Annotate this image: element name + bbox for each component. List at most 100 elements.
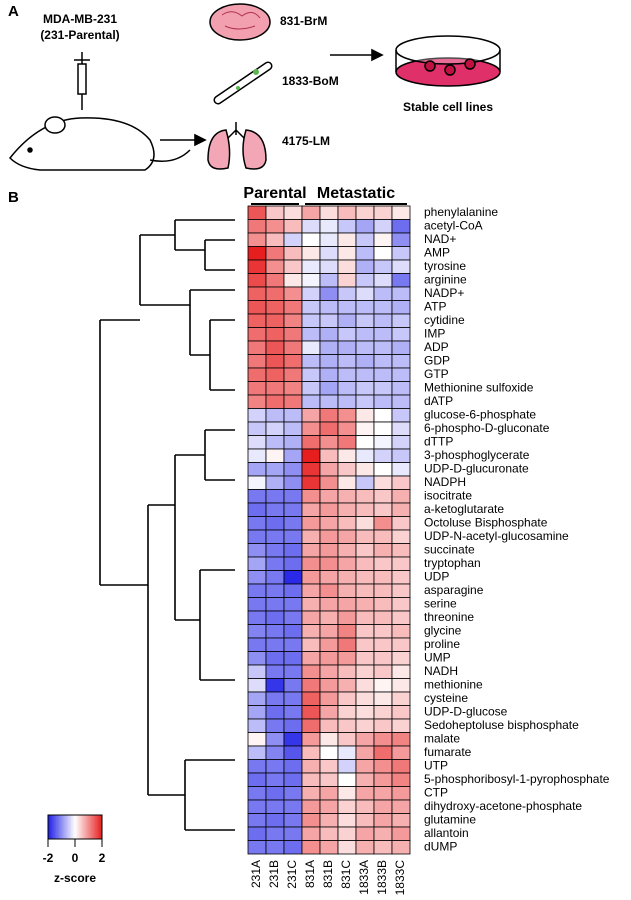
- heatmap-cell: [355, 340, 375, 355]
- heatmap-cell: [247, 300, 267, 315]
- heatmap-cell: [301, 502, 321, 517]
- heatmap-cell: [301, 219, 321, 234]
- heatmap-cell: [391, 678, 411, 693]
- row-label: 3-phosphoglycerate: [424, 448, 530, 462]
- heatmap-cell: [283, 651, 303, 666]
- heatmap-cell: [337, 313, 357, 328]
- heatmap-cell: [391, 205, 411, 220]
- heatmap-cell: [319, 313, 339, 328]
- colorbar-segment: [76, 815, 79, 839]
- row-label: glycine: [424, 623, 462, 637]
- heatmap-cell: [391, 462, 411, 477]
- heatmap-cell: [247, 786, 267, 801]
- heatmap-cell: [373, 408, 393, 423]
- heatmap-cell: [301, 705, 321, 720]
- row-label: NADPH: [424, 475, 466, 489]
- heatmap-cell: [301, 259, 321, 274]
- heatmap-cell: [337, 421, 357, 436]
- heatmap-cell: [337, 583, 357, 598]
- heatmap-cell: [301, 475, 321, 490]
- heatmap-cell: [283, 570, 303, 585]
- heatmap-cell: [283, 705, 303, 720]
- heatmap-cell: [301, 664, 321, 679]
- heatmap-cell: [265, 610, 285, 625]
- colorbar-segment: [57, 815, 60, 839]
- heatmap-cell: [337, 570, 357, 585]
- heatmap-cell: [391, 732, 411, 747]
- heatmap-cell: [373, 421, 393, 436]
- heatmap-cell: [319, 448, 339, 463]
- heatmap-cell: [247, 232, 267, 247]
- heatmap-cell: [373, 273, 393, 288]
- heatmap-cell: [373, 502, 393, 517]
- column-label: 831B: [321, 860, 335, 888]
- heatmap-cell: [283, 205, 303, 220]
- heatmap-cell: [337, 826, 357, 841]
- heatmap-cell: [283, 286, 303, 301]
- heatmap-cell: [265, 232, 285, 247]
- heatmap-cell: [265, 367, 285, 382]
- heatmap-cell: [337, 394, 357, 409]
- colorbar-segment: [89, 815, 92, 839]
- heatmap-cell: [265, 408, 285, 423]
- heatmap-cell: [247, 826, 267, 841]
- heatmap-cell: [247, 475, 267, 490]
- colorbar-segment: [48, 815, 50, 839]
- heatmap-cell: [355, 246, 375, 261]
- heatmap-cell: [337, 205, 357, 220]
- column-label: 831A: [303, 860, 317, 888]
- heatmap-cell: [247, 435, 267, 450]
- colorbar-segment: [56, 815, 58, 839]
- heatmap-cell: [355, 313, 375, 328]
- heatmap-cell: [319, 745, 339, 760]
- heatmap-cell: [283, 475, 303, 490]
- row-label: Octoluse Bisphosphate: [424, 515, 548, 529]
- heatmap-cell: [337, 340, 357, 355]
- heatmap-cell: [355, 448, 375, 463]
- heatmap-cell: [319, 273, 339, 288]
- heatmap-cell: [355, 705, 375, 720]
- row-label: proline: [424, 637, 460, 651]
- heatmap-cell: [355, 529, 375, 544]
- colorbar-segment: [61, 815, 64, 839]
- heatmap-cell: [319, 286, 339, 301]
- heatmap-cell: [247, 286, 267, 301]
- heatmap-cell: [283, 543, 303, 558]
- heatmap-cell: [373, 246, 393, 261]
- heatmap-cell: [337, 799, 357, 814]
- heatmap-cell: [319, 772, 339, 787]
- heatmap-cell: [265, 205, 285, 220]
- heatmap-cell: [355, 826, 375, 841]
- heatmap-cell: [355, 718, 375, 733]
- heatmap-cell: [373, 664, 393, 679]
- heatmap-cell: [391, 408, 411, 423]
- heatmap-cell: [247, 327, 267, 342]
- heatmap-cell: [373, 232, 393, 247]
- column-label: 1833C: [393, 860, 407, 896]
- heatmap-cell: [373, 354, 393, 369]
- heatmap-cell: [265, 745, 285, 760]
- heatmap-cell: [283, 718, 303, 733]
- heatmap-cell: [265, 799, 285, 814]
- heatmap-cell: [391, 327, 411, 342]
- heatmap-cell: [337, 462, 357, 477]
- heatmap-cell: [247, 678, 267, 693]
- heatmap-cell: [247, 313, 267, 328]
- row-label: fumarate: [424, 745, 472, 759]
- heatmap-cell: [283, 381, 303, 396]
- heatmap-cell: [265, 219, 285, 234]
- heatmap-cell: [373, 759, 393, 774]
- colorbar-segment: [68, 815, 71, 839]
- heatmap-cell: [355, 799, 375, 814]
- heatmap-cell: [373, 475, 393, 490]
- heatmap-cell: [355, 691, 375, 706]
- heatmap-cell: [283, 354, 303, 369]
- heatmap-cell: [265, 259, 285, 274]
- heatmap-cell: [319, 664, 339, 679]
- heatmap-cell: [283, 340, 303, 355]
- heatmap-cell: [391, 529, 411, 544]
- heatmap-cell: [373, 489, 393, 504]
- heatmap-cell: [391, 799, 411, 814]
- colorbar-segment: [49, 815, 52, 839]
- heatmap-cell: [373, 786, 393, 801]
